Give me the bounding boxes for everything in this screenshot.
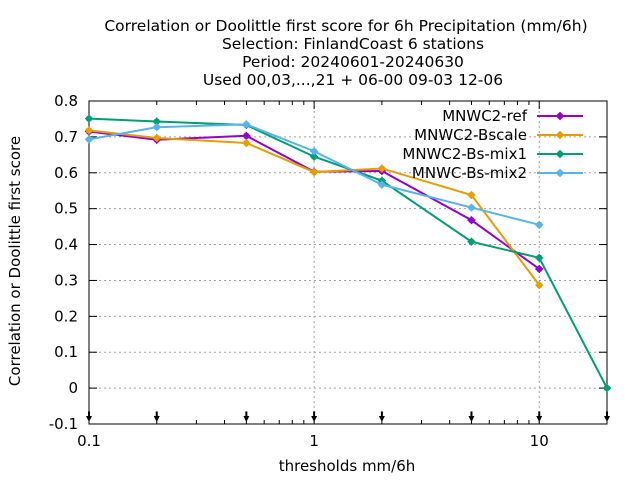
data-point — [85, 126, 93, 135]
data-point — [535, 264, 544, 273]
chart-title: Correlation or Doolittle first score for… — [104, 17, 587, 89]
threshold-marker-arrowhead — [378, 416, 385, 422]
title-line-1: Correlation or Doolittle first score for… — [104, 17, 587, 35]
legend: MNWC2-refMNWC2-BscaleMNWC2-Bs-mix1MNWC-B… — [402, 107, 583, 182]
title-line-2: Selection: FinlandCoast 6 stations — [222, 35, 484, 53]
x-tick-label: 10 — [530, 432, 549, 450]
data-point — [152, 117, 161, 126]
data-point — [535, 220, 544, 229]
x-tick-label: 0.1 — [77, 432, 101, 450]
data-point — [535, 253, 544, 262]
y-tick-label: 0.4 — [54, 236, 78, 254]
y-axis-label: Correlation or Doolittle first score — [6, 136, 24, 386]
threshold-marker-arrowhead — [311, 416, 318, 422]
series-mnwc2-bscale — [85, 126, 544, 290]
data-point — [85, 114, 93, 123]
series-mnwc-bs-mix2 — [85, 120, 544, 229]
threshold-marker-arrowhead — [86, 416, 92, 422]
data-point — [310, 168, 319, 177]
data-point — [467, 191, 476, 200]
data-point — [467, 237, 476, 246]
threshold-marker-arrowhead — [153, 416, 160, 422]
data-point — [377, 180, 386, 189]
x-axis-label: thresholds mm/6h — [279, 457, 416, 475]
data-point — [242, 120, 251, 129]
threshold-marker-arrowhead — [243, 416, 250, 422]
y-tick-label: 0.2 — [54, 307, 78, 325]
series-layer — [85, 114, 611, 393]
y-tick-label: 0.8 — [54, 92, 78, 110]
data-point — [152, 123, 161, 132]
grid — [89, 101, 607, 424]
x-tick-label: 1 — [309, 432, 319, 450]
legend-marker — [556, 169, 564, 177]
legend-item: MNWC2-ref — [442, 107, 583, 125]
data-point — [377, 164, 386, 173]
data-point — [152, 133, 161, 142]
threshold-marker-arrowhead — [536, 416, 543, 422]
threshold-marker-arrowhead — [604, 416, 610, 422]
y-tick-label: 0.6 — [54, 164, 78, 182]
legend-label: MNWC2-Bscale — [414, 126, 527, 144]
legend-marker — [556, 150, 564, 158]
legend-label: MNWC2-Bs-mix1 — [402, 145, 527, 163]
data-point — [467, 203, 476, 212]
y-tick-label: -0.1 — [49, 415, 78, 433]
data-point — [603, 384, 611, 393]
data-point — [242, 138, 251, 147]
title-line-3: Period: 20240601-20240630 — [242, 53, 464, 71]
y-tick-label: 0 — [68, 379, 78, 397]
legend-item: MNWC-Bs-mix2 — [412, 164, 583, 182]
y-tick-label: 0.3 — [54, 271, 78, 289]
legend-marker — [556, 112, 564, 120]
y-tick-label: 0.1 — [54, 343, 78, 361]
data-point — [242, 131, 251, 140]
legend-label: MNWC-Bs-mix2 — [412, 164, 527, 182]
plot-frame — [88, 100, 608, 425]
data-point — [535, 281, 544, 290]
legend-marker — [556, 131, 564, 139]
data-point — [85, 135, 93, 144]
legend-label: MNWC2-ref — [442, 107, 527, 125]
threshold-marker-arrowhead — [468, 416, 475, 422]
data-point — [310, 147, 319, 156]
axes: -0.1 0 0.1 0.2 0.3 0.4 0.5 0.6 0.7 0.8 0.1 1 10 — [49, 92, 610, 450]
legend-item: MNWC2-Bscale — [414, 126, 583, 144]
series-mnwc2-bs-mix1 — [85, 114, 611, 393]
series-line — [88, 117, 608, 389]
data-point — [467, 216, 476, 225]
legend-item: MNWC2-Bs-mix1 — [402, 145, 583, 163]
y-tick-label: 0.5 — [54, 200, 78, 218]
title-line-4: Used 00,03,...,21 + 06-00 09-03 12-06 — [203, 71, 503, 89]
data-point — [310, 152, 319, 161]
y-tick-label: 0.7 — [54, 128, 78, 146]
